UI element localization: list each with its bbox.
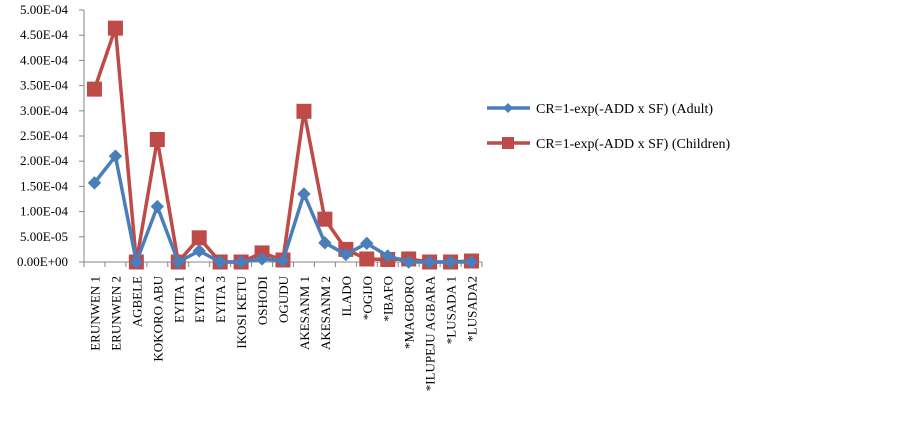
x-tick-label: *MAGBORO — [402, 276, 417, 349]
data-point-square — [317, 211, 333, 227]
x-tick-label: *LUSADA 1 — [444, 276, 459, 344]
x-axis: ERUNWEN 1 ERUNWEN 2 AGBELE KOKORO ABU EYITA … — [83, 261, 483, 391]
data-point-square — [191, 230, 207, 246]
y-tick-label: 1.00E-04 — [20, 204, 69, 219]
data-point-diamond — [108, 149, 123, 163]
x-tick-label: *ILUPEJU AGBARA — [423, 275, 438, 391]
data-point-diamond — [401, 255, 416, 269]
data-point-square — [296, 103, 312, 119]
data-point-diamond — [297, 187, 311, 201]
data-point-diamond — [422, 255, 437, 269]
y-tick-label: 5.00E-05 — [20, 229, 68, 244]
legend-marker-diamond — [503, 103, 513, 113]
data-point-square — [107, 20, 123, 36]
data-point-square — [86, 81, 102, 97]
y-tick-label: 5.00E-04 — [20, 2, 69, 17]
legend-item: CR=1-exp(-ADD x SF) (Adult) — [487, 102, 713, 117]
x-tick-label: KOKORO ABU — [150, 275, 165, 361]
data-point-diamond — [213, 255, 227, 269]
data-point-square — [359, 251, 375, 267]
y-tick-label: 3.50E-04 — [20, 78, 69, 93]
series-group — [86, 20, 480, 270]
data-point-diamond — [464, 255, 479, 269]
data-point-diamond — [171, 255, 185, 269]
x-tick-label: AKESANM 1 — [297, 276, 312, 350]
legend-marker-square — [502, 137, 514, 149]
data-point-diamond — [339, 247, 353, 262]
x-tick-label: OGUDU — [276, 275, 291, 323]
x-tick-label: ERUNWEN 1 — [87, 276, 102, 351]
y-tick-label: 1.50E-04 — [20, 178, 69, 193]
y-tick-label: 4.00E-04 — [20, 52, 69, 67]
x-tick-label: ILADO — [339, 276, 354, 316]
y-axis: 0.00E+00 5.00E-05 1.00E-04 1.50E-04 2.00E-04… — [17, 2, 85, 269]
data-point-diamond — [234, 255, 248, 269]
legend-label: CR=1-exp(-ADD x SF) (Children) — [536, 137, 730, 152]
data-point-diamond — [150, 199, 165, 214]
data-point-diamond — [443, 255, 458, 269]
y-tick-label: 2.50E-04 — [20, 128, 69, 143]
y-tick-label: 0.00E+00 — [17, 254, 68, 269]
data-point-diamond — [360, 236, 374, 251]
x-tick-label: AGBELE — [129, 276, 144, 327]
x-tick-label: EYITA 2 — [192, 276, 207, 323]
data-point-diamond — [192, 244, 206, 258]
data-point-square — [149, 132, 165, 148]
y-tick-label: 4.50E-04 — [20, 27, 69, 42]
legend-item: CR=1-exp(-ADD x SF) (Children) — [487, 137, 730, 152]
x-tick-label: *IBAFO — [381, 276, 396, 322]
y-tick-label: 3.00E-04 — [20, 103, 69, 118]
x-tick-label: OSHODI — [255, 276, 270, 325]
data-point-diamond — [381, 249, 395, 263]
legend-label: CR=1-exp(-ADD x SF) (Adult) — [536, 102, 713, 117]
data-point-diamond — [276, 253, 290, 268]
legend: CR=1-exp(-ADD x SF) (Adult) CR=1-exp(-ADD… — [487, 102, 730, 152]
x-tick-label: EYITA 1 — [171, 276, 186, 323]
data-point-diamond — [318, 236, 332, 250]
series-diamond — [87, 149, 479, 269]
data-point-diamond — [129, 255, 144, 269]
data-point-diamond — [255, 252, 269, 266]
x-tick-label: AKESANM 2 — [318, 276, 333, 350]
x-tick-label: *LUSADA2 — [465, 276, 480, 342]
data-point-diamond — [87, 176, 102, 190]
x-tick-label: ERUNWEN 2 — [108, 276, 123, 351]
x-tick-label: *OGIJO — [360, 276, 375, 320]
x-tick-label: IKOSI KETU — [234, 275, 249, 348]
x-tick-label: EYITA 3 — [213, 276, 228, 323]
y-tick-label: 2.00E-04 — [20, 153, 69, 168]
